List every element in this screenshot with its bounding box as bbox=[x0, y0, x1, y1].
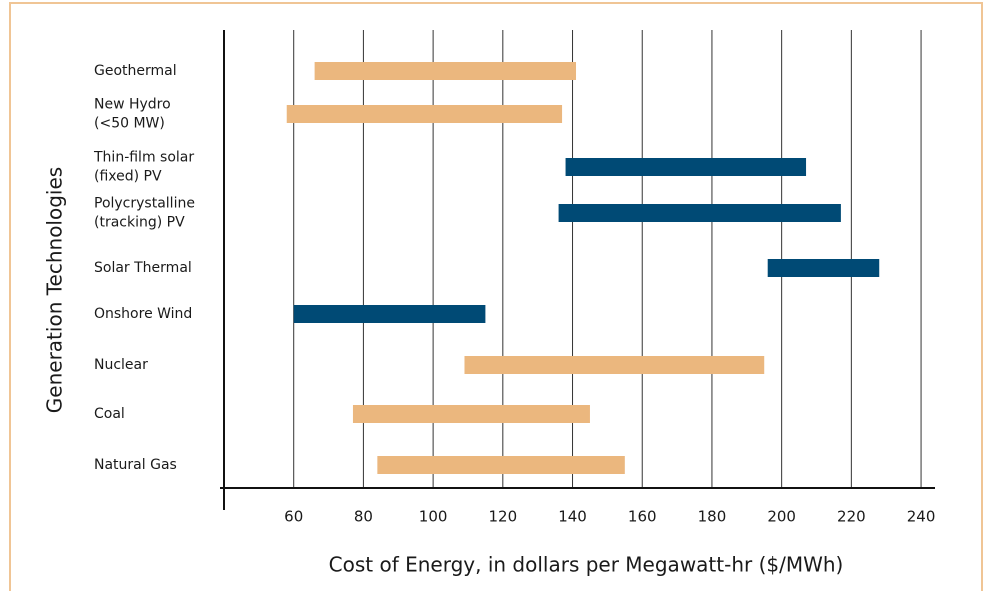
x-tick-label: 140 bbox=[558, 508, 587, 526]
range-bar bbox=[558, 204, 841, 222]
x-tick-label: 120 bbox=[489, 508, 518, 526]
category-label: Thin-film solar bbox=[93, 150, 194, 166]
category-label: (fixed) PV bbox=[94, 169, 162, 185]
x-tick-label: 240 bbox=[907, 508, 936, 526]
y-axis-label: Generation Technologies bbox=[43, 167, 67, 413]
x-tick-label: 220 bbox=[837, 508, 866, 526]
category-label: Onshore Wind bbox=[94, 306, 192, 322]
category-label: Natural Gas bbox=[94, 457, 177, 473]
range-bar bbox=[767, 259, 880, 277]
category-label: Solar Thermal bbox=[94, 260, 192, 276]
category-label: Nuclear bbox=[94, 357, 148, 373]
category-label: Polycrystalline bbox=[94, 196, 195, 212]
category-label: New Hydro bbox=[94, 97, 171, 113]
x-tick-label: 100 bbox=[419, 508, 448, 526]
x-tick-label: 200 bbox=[767, 508, 796, 526]
x-tick-label: 160 bbox=[628, 508, 657, 526]
range-bar bbox=[314, 62, 577, 80]
x-tick-label: 180 bbox=[698, 508, 727, 526]
category-label: (tracking) PV bbox=[94, 215, 185, 231]
range-bar bbox=[286, 105, 563, 123]
range-bar bbox=[565, 158, 807, 176]
category-label: (<50 MW) bbox=[94, 116, 165, 132]
range-bar bbox=[377, 456, 625, 474]
frame bbox=[9, 2, 983, 591]
category-label: Coal bbox=[94, 406, 125, 422]
range-bar bbox=[352, 405, 590, 423]
x-tick-label: 80 bbox=[354, 508, 373, 526]
range-bar bbox=[293, 305, 486, 323]
category-label: Geothermal bbox=[94, 63, 177, 79]
x-axis-label: Cost of Energy, in dollars per Megawatt-… bbox=[329, 553, 844, 577]
range-bar bbox=[464, 356, 765, 374]
x-tick-label: 60 bbox=[284, 508, 303, 526]
